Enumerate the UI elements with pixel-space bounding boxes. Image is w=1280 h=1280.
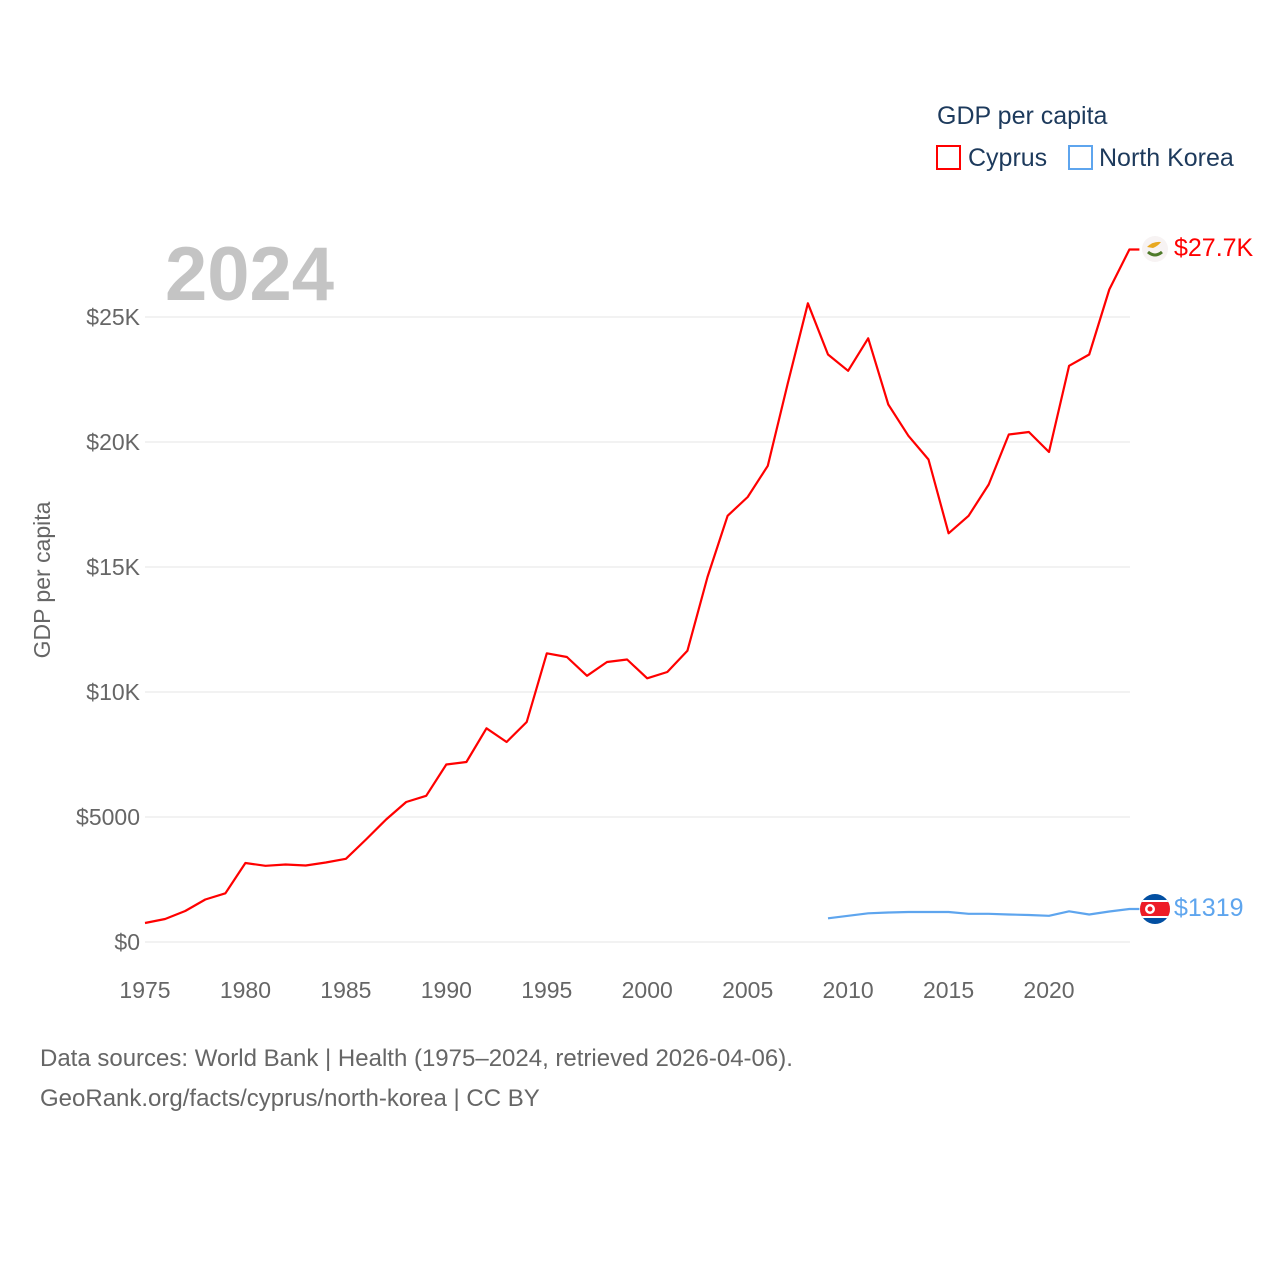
x-tick-label: 2015 xyxy=(923,977,974,1003)
legend-swatch-north-korea xyxy=(1068,145,1093,170)
legend-label-north-korea: North Korea xyxy=(1099,144,1234,172)
series-lines xyxy=(144,248,1140,925)
legend-item-cyprus[interactable]: Cyprus xyxy=(936,144,1047,172)
legend-title: GDP per capita xyxy=(937,102,1108,130)
footer-sources: Data sources: World Bank | Health (1975–… xyxy=(40,1045,793,1072)
x-tick-label: 2005 xyxy=(722,977,773,1003)
x-tick-label: 2000 xyxy=(622,977,673,1003)
x-tick-label: 1980 xyxy=(220,977,271,1003)
y-axis-label: GDP per capita xyxy=(29,501,55,658)
legend-item-north-korea[interactable]: North Korea xyxy=(1068,144,1234,172)
gridlines xyxy=(145,316,1130,943)
series-line-cyprus xyxy=(144,248,1140,925)
y-tick-label: $10K xyxy=(86,679,140,705)
footer-attribution[interactable]: GeoRank.org/facts/cyprus/north-korea | C… xyxy=(40,1085,540,1112)
x-tick-label: 1990 xyxy=(421,977,472,1003)
y-ticks: $0 $5000 $10K $15K $20K $25K xyxy=(76,304,141,955)
y-tick-label: $20K xyxy=(86,429,140,455)
x-ticks: 1975 1980 1985 1990 1995 2000 2005 2010 2015 2020 xyxy=(119,977,1074,1003)
x-tick-label: 1975 xyxy=(119,977,170,1003)
x-tick-label: 1995 xyxy=(521,977,572,1003)
y-tick-label: $0 xyxy=(114,929,140,955)
north-korea-flag-icon xyxy=(1140,894,1170,924)
legend-label-cyprus: Cyprus xyxy=(968,144,1047,172)
cyprus-flag-icon xyxy=(1142,236,1168,262)
x-tick-label: 2020 xyxy=(1023,977,1074,1003)
x-tick-label: 1985 xyxy=(320,977,371,1003)
cyprus-end-label: $27.7K xyxy=(1174,234,1254,262)
y-tick-label: $15K xyxy=(86,554,140,580)
y-tick-label: $25K xyxy=(86,304,140,330)
legend-swatch-cyprus xyxy=(936,145,961,170)
year-watermark: 2024 xyxy=(165,232,334,317)
north-korea-end-label: $1319 xyxy=(1174,894,1244,922)
y-tick-label: $5000 xyxy=(76,804,140,830)
series-line-north-korea xyxy=(827,907,1140,920)
x-tick-label: 2010 xyxy=(823,977,874,1003)
